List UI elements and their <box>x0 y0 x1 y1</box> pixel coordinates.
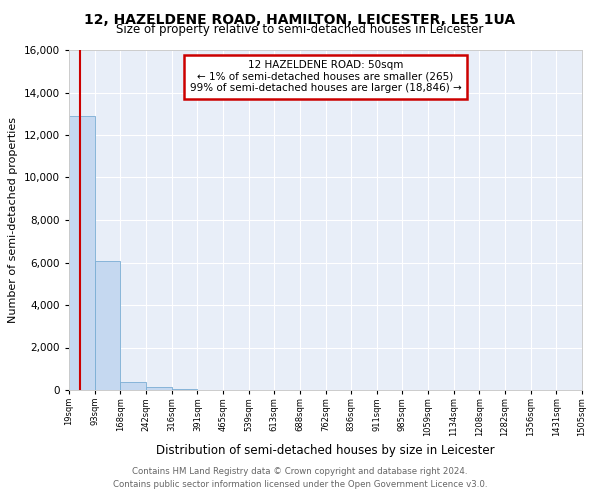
Text: Contains HM Land Registry data © Crown copyright and database right 2024.
Contai: Contains HM Land Registry data © Crown c… <box>113 468 487 489</box>
Bar <box>69 116 95 390</box>
Bar <box>146 387 172 390</box>
Text: 12, HAZELDENE ROAD, HAMILTON, LEICESTER, LE5 1UA: 12, HAZELDENE ROAD, HAMILTON, LEICESTER,… <box>85 12 515 26</box>
Bar <box>121 382 146 390</box>
Y-axis label: Number of semi-detached properties: Number of semi-detached properties <box>8 117 18 323</box>
X-axis label: Distribution of semi-detached houses by size in Leicester: Distribution of semi-detached houses by … <box>156 444 495 458</box>
Text: 12 HAZELDENE ROAD: 50sqm
← 1% of semi-detached houses are smaller (265)
99% of s: 12 HAZELDENE ROAD: 50sqm ← 1% of semi-de… <box>190 60 461 94</box>
Text: Size of property relative to semi-detached houses in Leicester: Size of property relative to semi-detach… <box>116 22 484 36</box>
Bar <box>95 262 121 390</box>
